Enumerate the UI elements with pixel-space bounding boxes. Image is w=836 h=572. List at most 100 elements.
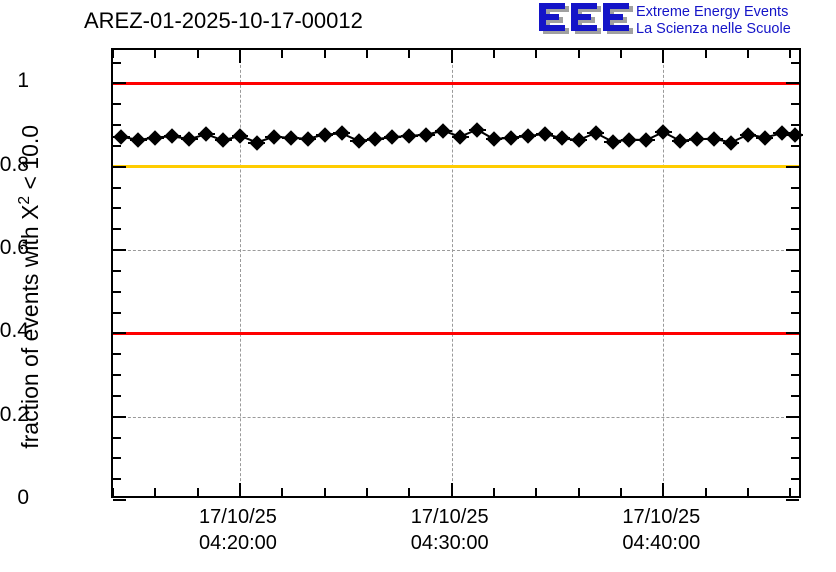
y-axis-tick-minor xyxy=(113,144,121,147)
y-axis-tick-minor xyxy=(791,290,799,293)
y-axis-tick-minor xyxy=(113,124,121,126)
plot-area xyxy=(111,48,803,501)
y-axis-tick-minor xyxy=(113,478,121,481)
gridline-vertical xyxy=(663,50,665,496)
eee-monogram-icon xyxy=(539,3,633,34)
eee-logo: Extreme Energy Events La Scienza nelle S… xyxy=(536,2,836,44)
page-title: AREZ-01-2025-10-17-00012 xyxy=(84,8,363,33)
y-axis-tick-minor xyxy=(791,103,799,106)
y-axis-tick-minor xyxy=(113,436,121,439)
x-axis-tick-minor xyxy=(323,488,326,496)
x-axis-tick-minor xyxy=(789,50,792,58)
x-axis-tick-label: 17/10/25 04:40:00 xyxy=(622,504,700,556)
x-axis-tick-minor xyxy=(746,488,749,496)
logo-line-1: Extreme Energy Events xyxy=(636,4,789,20)
x-axis-tick-label-line: 04:40:00 xyxy=(622,532,701,554)
x-axis-tick-minor xyxy=(492,50,495,58)
y-axis-tick-major xyxy=(786,415,799,418)
y-axis-tick-minor xyxy=(791,374,799,376)
x-axis-tick-minor xyxy=(535,50,538,58)
x-axis-tick-minor xyxy=(408,50,411,58)
x-axis-tick-minor xyxy=(704,50,707,58)
y-axis-tick-minor xyxy=(113,290,121,293)
x-axis-tick-minor xyxy=(492,488,495,496)
x-axis-tick-minor xyxy=(408,488,411,496)
x-axis-tick-minor xyxy=(323,50,326,58)
y-axis-tick-major xyxy=(113,332,126,335)
y-axis-tick-major xyxy=(113,499,126,501)
y-axis-tick-minor xyxy=(113,228,121,231)
data-series xyxy=(113,50,803,500)
y-axis-tick-minor xyxy=(113,394,121,397)
x-axis-tick-major xyxy=(662,50,665,63)
x-axis-tick-minor xyxy=(704,488,707,496)
y-axis-tick-minor xyxy=(791,207,799,210)
y-axis-tick-minor xyxy=(113,353,121,356)
y-axis-tick-minor xyxy=(791,61,799,64)
x-axis-tick-major xyxy=(662,483,665,496)
y-axis-tick-label: 0.8 xyxy=(0,152,29,176)
y-axis-tick-major xyxy=(786,332,799,335)
gridline-vertical xyxy=(451,50,453,496)
y-axis-tick-label: 0.4 xyxy=(0,319,29,343)
x-axis-tick-labels: 17/10/25 04:20:00 17/10/25 04:30:00 17/10/25… xyxy=(0,504,836,566)
x-axis-tick-label-line: 17/10/25 xyxy=(622,506,701,528)
y-axis-tick-minor xyxy=(113,374,121,376)
y-axis-tick-major xyxy=(786,82,799,85)
reference-line-warning-yellow-limit xyxy=(113,165,799,169)
y-axis-tick-label: 0 xyxy=(17,486,29,509)
y-axis-tick-minor xyxy=(791,124,799,126)
x-axis-tick-minor xyxy=(196,488,199,496)
y-axis-tick-minor xyxy=(791,436,799,439)
y-axis-tick-major xyxy=(786,249,799,251)
x-axis-tick-major xyxy=(450,50,453,63)
x-axis-tick-minor xyxy=(577,488,580,496)
x-axis-tick-minor xyxy=(112,50,114,58)
x-axis-tick-label-line: 17/10/25 xyxy=(199,506,277,528)
y-axis-tick-minor xyxy=(791,311,799,314)
x-axis-tick-minor xyxy=(789,488,792,496)
x-axis-tick-label-line: 17/10/25 xyxy=(410,506,489,528)
y-axis-tick-label: 0.2 xyxy=(0,402,29,426)
x-axis-tick-minor xyxy=(535,488,538,496)
y-axis-tick-major xyxy=(113,82,126,85)
y-axis-tick-minor xyxy=(791,457,799,460)
x-axis-tick-label: 17/10/25 04:30:00 xyxy=(411,504,489,556)
y-axis-tick-minor xyxy=(791,478,799,481)
x-axis-tick-major xyxy=(238,50,241,63)
y-axis-tick-label: 1 xyxy=(17,69,29,93)
reference-line-upper-red-limit xyxy=(113,81,799,85)
y-axis-tick-major xyxy=(786,499,799,501)
y-axis-tick-minor xyxy=(791,144,799,147)
x-axis-tick-minor xyxy=(112,488,114,496)
gridline-vertical xyxy=(239,50,241,496)
y-axis-tick-major xyxy=(786,165,799,168)
x-axis-tick-minor xyxy=(281,488,284,496)
y-axis-tick-minor xyxy=(791,228,799,231)
x-axis-tick-minor xyxy=(746,50,749,58)
reference-line-lower-red-limit xyxy=(113,331,799,335)
x-axis-tick-minor xyxy=(154,488,157,496)
gridline-horizontal xyxy=(113,416,799,418)
y-axis-tick-minor xyxy=(791,269,799,272)
y-axis-tick-minor xyxy=(791,394,799,397)
y-axis-tick-minor xyxy=(113,207,121,210)
x-axis-tick-major xyxy=(238,483,241,496)
x-axis-tick-minor xyxy=(365,50,368,58)
x-axis-tick-minor xyxy=(154,50,157,58)
x-axis-tick-minor xyxy=(619,50,622,58)
y-axis-tick-major xyxy=(113,249,126,251)
series-connecting-line xyxy=(121,128,795,144)
y-axis-tick-minor xyxy=(113,269,121,272)
y-axis-tick-major xyxy=(113,165,126,168)
x-axis-tick-major xyxy=(450,483,453,496)
y-axis-tick-labels: 0 0.2 0.4 0.6 0.8 1 xyxy=(0,48,836,509)
y-axis-tick-major xyxy=(113,415,126,418)
logo-line-2: La Scienza nelle Scuole xyxy=(636,21,791,37)
y-axis-tick-minor xyxy=(113,186,121,189)
gridline-horizontal xyxy=(113,250,799,251)
y-axis-tick-minor xyxy=(113,311,121,314)
y-axis-tick-minor xyxy=(113,457,121,460)
x-axis-tick-minor xyxy=(196,50,199,58)
